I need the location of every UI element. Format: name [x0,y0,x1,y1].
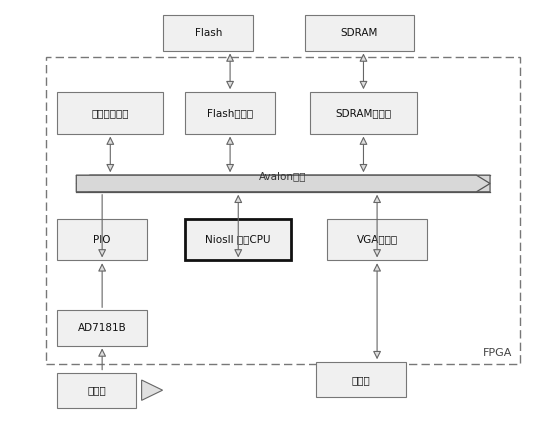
Text: AD7181B: AD7181B [78,323,126,333]
Polygon shape [76,175,490,192]
Bar [305,15,414,51]
Text: VGA控制器: VGA控制器 [356,234,398,245]
Text: Flash控制器: Flash控制器 [207,108,253,118]
Bar [185,92,275,133]
Bar [163,15,253,51]
Bar [57,219,147,260]
Text: NiosII 软核CPU: NiosII 软核CPU [206,234,271,245]
Text: PIO: PIO [94,234,111,245]
Text: Avalon总线: Avalon总线 [260,171,307,181]
Bar [46,57,520,364]
Bar [327,219,427,260]
Text: 显示器: 显示器 [351,375,370,385]
Polygon shape [141,380,163,400]
Bar [316,362,406,397]
Text: FPGA: FPGA [482,348,512,358]
Text: SDRAM控制器: SDRAM控制器 [336,108,392,118]
Text: Flash: Flash [195,28,222,38]
Bar [57,92,163,133]
Bar [57,310,147,346]
Bar [57,373,136,408]
Bar [185,219,292,260]
Text: SDRAM: SDRAM [340,28,378,38]
Text: 视频处理模块: 视频处理模块 [91,108,129,118]
Bar [310,92,416,133]
Polygon shape [76,175,490,192]
Text: 摄像机: 摄像机 [87,385,106,395]
